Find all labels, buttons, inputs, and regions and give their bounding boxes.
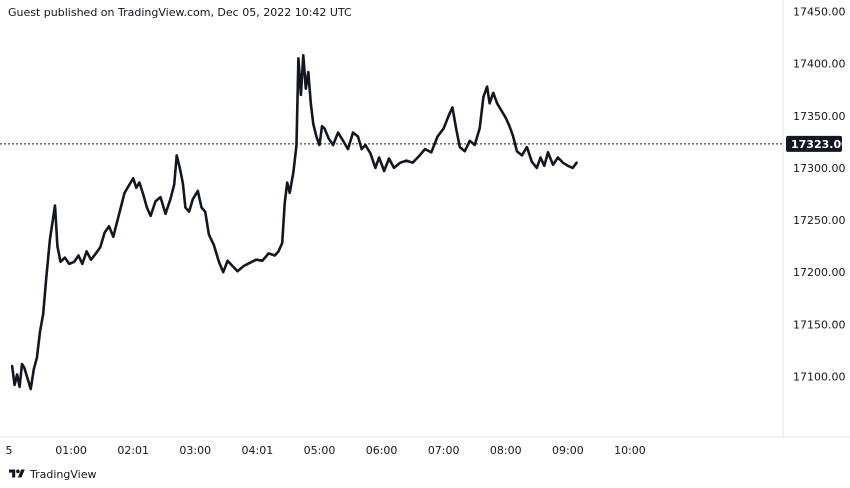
y-axis: 17100.00 17150.00 17200.00 17250.00 17300.00… — [793, 5, 846, 383]
publish-info: Guest published on TradingView.com, Dec … — [8, 6, 352, 19]
y-tick-label: 17150.00 — [793, 318, 846, 331]
x-tick-label: 04:01 — [242, 444, 274, 457]
y-tick-label: 17250.00 — [793, 214, 846, 227]
x-tick-label: 03:00 — [179, 444, 211, 457]
last-price-label: 17323.00 — [791, 138, 849, 151]
tradingview-brand: TradingView — [30, 467, 97, 481]
y-tick-label: 17350.00 — [793, 110, 846, 123]
x-tick-label: 02:01 — [117, 444, 149, 457]
x-tick-label: 06:00 — [366, 444, 398, 457]
y-tick-label: 17100.00 — [793, 371, 846, 384]
y-tick-label: 17300.00 — [793, 162, 846, 175]
last-price-tag: 17323.00 — [786, 135, 849, 152]
x-tick-label: 08:00 — [490, 444, 522, 457]
x-tick-label: 09:00 — [552, 444, 584, 457]
y-tick-label: 17200.00 — [793, 266, 846, 279]
tradingview-logo-icon — [9, 469, 25, 478]
x-axis: 5 01:00 02:01 03:00 04:01 05:00 06:00 07:00 08:0… — [6, 444, 646, 457]
y-tick-label: 17400.00 — [793, 58, 846, 71]
x-tick-label: 07:00 — [428, 444, 460, 457]
x-tick-label: 01:00 — [55, 444, 87, 457]
footer: TradingView — [9, 466, 96, 482]
y-tick-label: 17450.00 — [793, 5, 846, 18]
x-tick-label: 5 — [6, 444, 13, 457]
x-tick-label: 05:00 — [304, 444, 336, 457]
x-tick-label: 10:00 — [614, 444, 646, 457]
price-series-line — [10, 54, 578, 391]
